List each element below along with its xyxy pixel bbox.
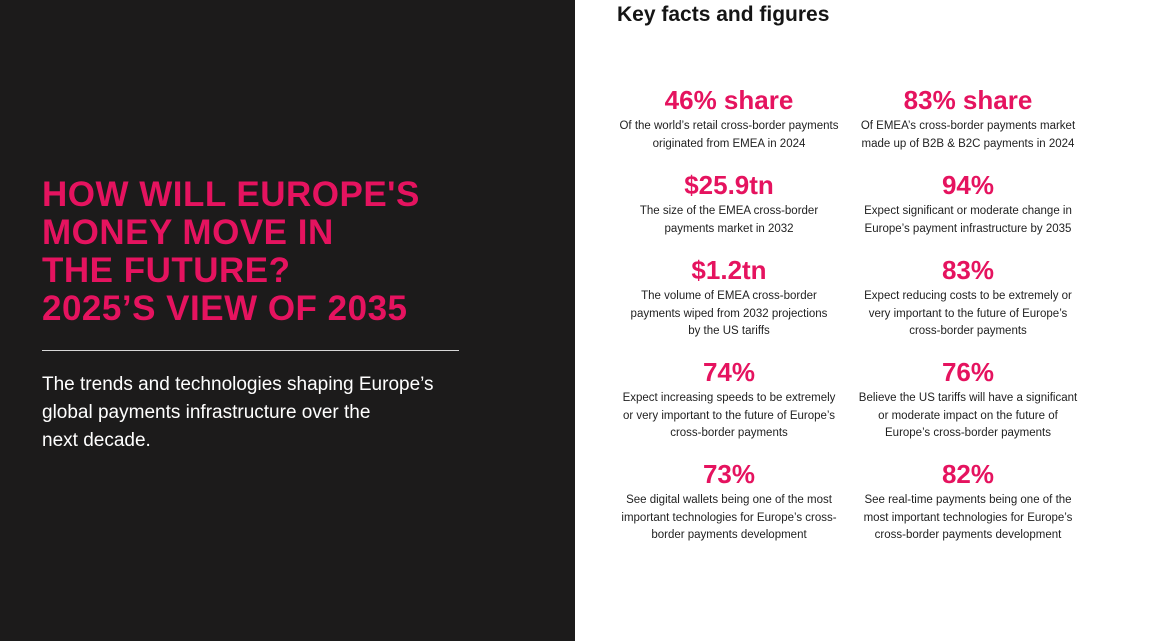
fact-value: 83%	[941, 255, 995, 285]
fact-line: Europe’s payment infrastructure by 2035	[864, 222, 1072, 235]
subtitle-line: global payments infrastructure over the	[42, 402, 371, 423]
fact-line: See real-time payments being one of the	[864, 494, 1072, 506]
fact-description: Of the world’s retail cross-border payme…	[614, 118, 844, 153]
fact-card: $1.2tn The volume of EMEA cross-border p…	[614, 254, 844, 341]
left-panel: HOW WILL EUROPE'S MONEY MOVE IN THE FUTU…	[0, 0, 575, 641]
fact-line: or very important to the future of Europ…	[622, 409, 835, 422]
facts-heading: Key facts and figures	[617, 3, 830, 26]
fact-line: The volume of EMEA cross-border	[641, 290, 817, 302]
fact-description: See real-time payments being one of the …	[853, 492, 1083, 545]
fact-line: important technologies for Europe’s cros…	[621, 511, 837, 524]
fact-line: The size of the EMEA cross-border	[639, 205, 819, 217]
fact-description: The volume of EMEA cross-border payments…	[614, 288, 844, 341]
fact-card: 76% Believe the US tariffs will have a s…	[853, 356, 1083, 443]
title-line: HOW WILL EUROPE'S	[42, 175, 420, 214]
fact-line: cross-border payments	[909, 325, 1027, 337]
fact-line: payments wiped from 2032 projections	[630, 307, 828, 320]
fact-value: 76%	[941, 357, 995, 387]
fact-line: Expect increasing speeds to be extremely	[622, 392, 836, 404]
fact-line: by the US tariffs	[688, 325, 770, 337]
fact-card: 82% See real-time payments being one of …	[853, 458, 1083, 545]
title-divider	[42, 350, 459, 351]
fact-description: Believe the US tariffs will have a signi…	[853, 390, 1083, 443]
fact-card: 74% Expect increasing speeds to be extre…	[614, 356, 844, 443]
fact-line: Expect significant or moderate change in	[864, 205, 1072, 217]
fact-card: $25.9tn The size of the EMEA cross-borde…	[614, 169, 844, 238]
fact-line: made up of B2B & B2C payments in 2024	[861, 137, 1075, 150]
subtitle-line: The trends and technologies shaping Euro…	[42, 374, 434, 395]
fact-card: 46% share Of the world’s retail cross-bo…	[614, 84, 844, 153]
fact-line: most important technologies for Europe’s	[863, 511, 1073, 524]
fact-value: 46% share	[664, 85, 794, 115]
fact-description: Expect significant or moderate change in…	[853, 203, 1083, 238]
fact-value: 73%	[702, 459, 756, 489]
fact-card: 94% Expect significant or moderate chang…	[853, 169, 1083, 238]
fact-line: Of EMEA’s cross-border payments market	[860, 120, 1076, 132]
fact-line: payments market in 2032	[664, 222, 794, 235]
fact-line: or moderate impact on the future of	[878, 409, 1058, 422]
title-line: MONEY MOVE IN	[42, 213, 334, 252]
fact-line: cross-border payments	[670, 427, 788, 439]
fact-line: See digital wallets being one of the mos…	[626, 494, 832, 506]
page-subtitle: The trends and technologies shaping Euro…	[42, 371, 512, 455]
page-title: HOW WILL EUROPE'S MONEY MOVE IN THE FUTU…	[42, 176, 512, 328]
fact-value: $1.2tn	[691, 255, 767, 285]
title-line: 2025’S VIEW OF 2035	[42, 289, 408, 328]
subtitle-line: next decade.	[42, 430, 151, 451]
fact-description: Expect reducing costs to be extremely or…	[853, 288, 1083, 341]
fact-card: 73% See digital wallets being one of the…	[614, 458, 844, 545]
fact-line: Europe’s cross-border payments	[885, 427, 1051, 439]
fact-description: Expect increasing speeds to be extremely…	[614, 390, 844, 443]
fact-description: The size of the EMEA cross-border paymen…	[614, 203, 844, 238]
fact-line: very important to the future of Europe’s	[868, 307, 1068, 320]
fact-value: 83% share	[903, 85, 1033, 115]
fact-line: Expect reducing costs to be extremely or	[864, 290, 1072, 302]
fact-card: 83% Expect reducing costs to be extremel…	[853, 254, 1083, 341]
fact-line: border payments development	[651, 529, 807, 541]
fact-description: See digital wallets being one of the mos…	[614, 492, 844, 545]
title-line: THE FUTURE?	[42, 251, 291, 290]
fact-line: Believe the US tariffs will have a signi…	[858, 392, 1078, 404]
fact-value: $25.9tn	[684, 170, 774, 200]
fact-line: originated from EMEA in 2024	[652, 137, 806, 150]
fact-line: cross-border payments development	[874, 529, 1062, 541]
fact-value: 82%	[941, 459, 995, 489]
fact-value: 74%	[702, 357, 756, 387]
fact-card: 83% share Of EMEA’s cross-border payment…	[853, 84, 1083, 153]
fact-value: 94%	[941, 170, 995, 200]
fact-line: Of the world’s retail cross-border payme…	[619, 120, 839, 132]
fact-description: Of EMEA’s cross-border payments market m…	[853, 118, 1083, 153]
